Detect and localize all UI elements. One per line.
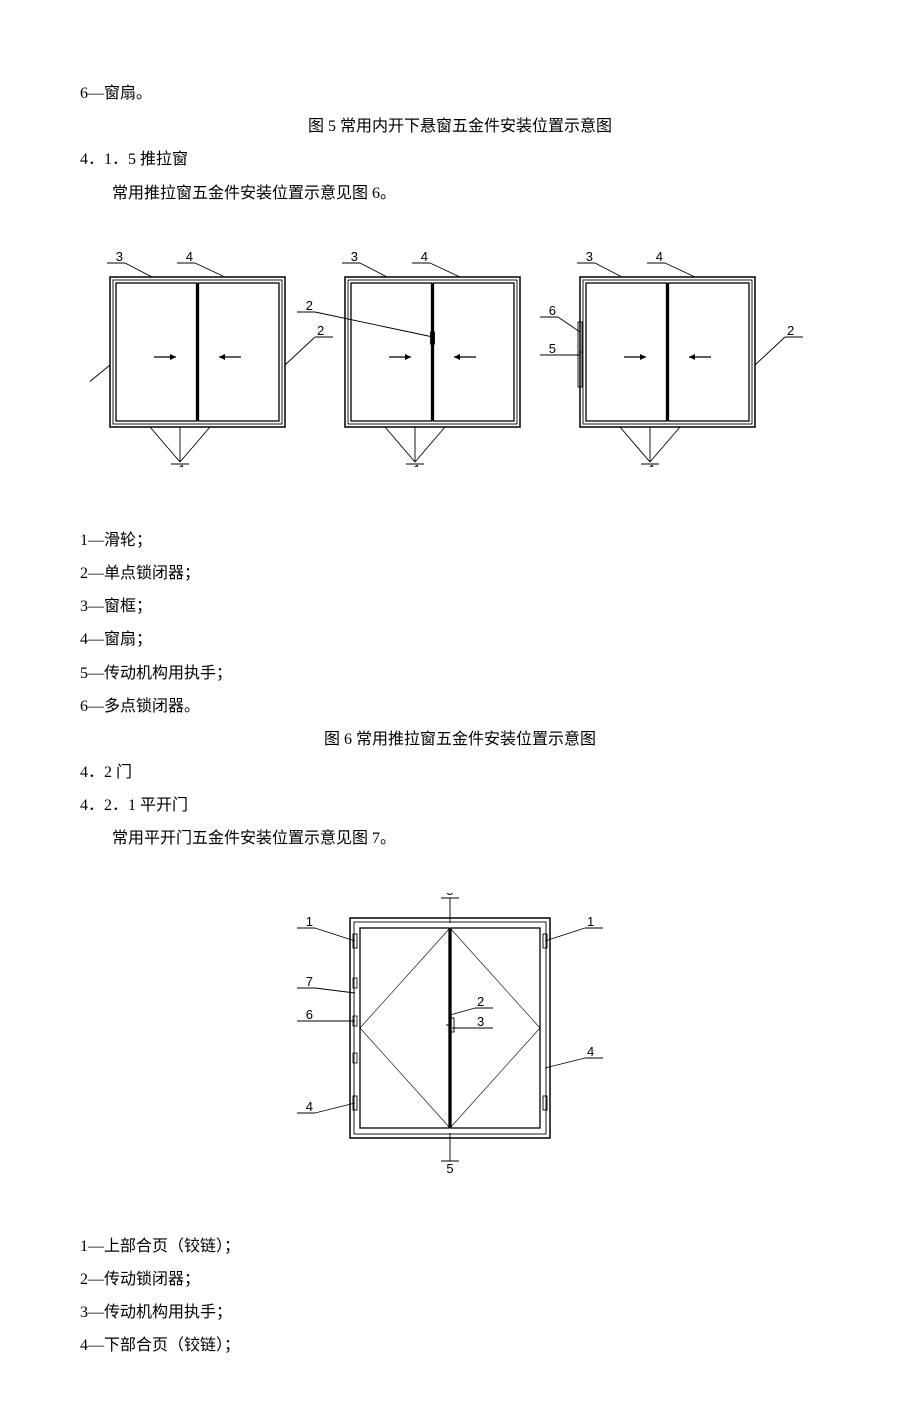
figure-6-svg: 342213421342651 [90,247,830,467]
svg-text:4: 4 [656,249,663,264]
svg-text:2: 2 [317,323,324,338]
page: 6—窗扇。 图 5 常用内开下悬窗五金件安装位置示意图 4．1．5 推拉窗 常用… [0,0,920,1415]
svg-text:5: 5 [446,893,453,898]
svg-text:6: 6 [306,1007,313,1022]
figure-6-container: 342213421342651 [80,247,840,467]
figure-7-svg: 5 1 1 7 6 2 3 4 4 5 [260,893,660,1173]
svg-text:6: 6 [549,303,556,318]
svg-text:2: 2 [477,994,484,1009]
svg-text:3: 3 [116,249,123,264]
svg-text:2: 2 [306,298,313,313]
svg-text:3: 3 [586,249,593,264]
legend7-1: 1—上部合页（铰链）； [80,1233,840,1260]
svg-text:1: 1 [306,914,313,929]
heading-4-2: 4．2 门 [80,759,840,786]
legend7-4: 4—下部合页（铰链）； [80,1332,840,1359]
legend6-3: 3—窗框； [80,593,840,620]
legend-fig5-item6: 6—窗扇。 [80,80,840,107]
svg-text:1: 1 [648,462,655,467]
para-4-1-5: 常用推拉窗五金件安装位置示意见图 6。 [80,180,840,207]
legend6-2: 2—单点锁闭器； [80,560,840,587]
fig6-caption: 图 6 常用推拉窗五金件安装位置示意图 [80,726,840,753]
fig5-caption: 图 5 常用内开下悬窗五金件安装位置示意图 [80,113,840,140]
svg-text:5: 5 [549,341,556,356]
legend6-5: 5—传动机构用执手； [80,660,840,687]
svg-text:4: 4 [587,1044,594,1059]
svg-text:1: 1 [587,914,594,929]
legend6-4: 4—窗扇； [80,626,840,653]
svg-text:2: 2 [787,323,794,338]
figure-7-container: 5 1 1 7 6 2 3 4 4 5 [80,893,840,1173]
para-4-2-1: 常用平开门五金件安装位置示意见图 7。 [80,825,840,852]
svg-text:4: 4 [186,249,193,264]
svg-text:3: 3 [351,249,358,264]
heading-4-1-5: 4．1．5 推拉窗 [80,146,840,173]
legend7-3: 3—传动机构用执手； [80,1299,840,1326]
svg-text:1: 1 [178,462,185,467]
heading-4-2-1: 4．2．1 平开门 [80,792,840,819]
svg-text:1: 1 [413,462,420,467]
svg-text:4: 4 [421,249,428,264]
svg-text:4: 4 [306,1099,313,1114]
legend6-6: 6—多点锁闭器。 [80,693,840,720]
svg-text:3: 3 [477,1014,484,1029]
svg-text:7: 7 [306,974,313,989]
legend6-1: 1—滑轮； [80,527,840,554]
legend7-2: 2—传动锁闭器； [80,1266,840,1293]
svg-text:5: 5 [446,1161,453,1173]
